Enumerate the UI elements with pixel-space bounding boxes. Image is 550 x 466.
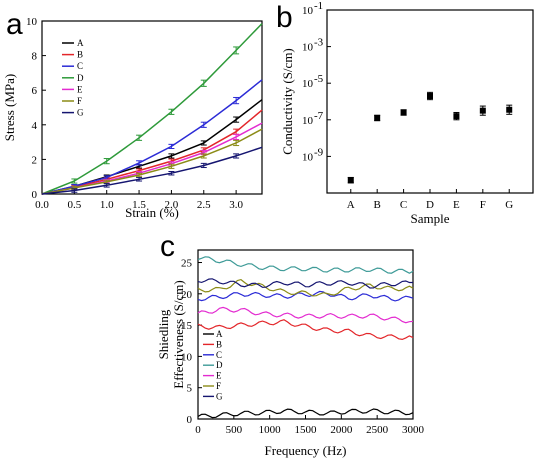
panel-a-y-tick-label: 10 (26, 16, 38, 28)
panel-b-y-tick-exponent: -3 (314, 37, 324, 49)
panel-c-x-tick-label: 0 (195, 424, 201, 436)
panel-letter-a: a (6, 8, 23, 41)
panel-a-x-tick-label: 0.5 (67, 199, 81, 211)
panel-a-x-tick-label: 3.0 (229, 199, 243, 211)
panel-b-data-point-E (453, 113, 460, 120)
panel-a-legend-label-B: B (77, 50, 83, 60)
panel-a-series-C-line (41, 79, 263, 195)
panel-letter-b: b (276, 1, 293, 34)
panel-c-y-tick-label: 10 (181, 351, 193, 363)
panel-a-y-tick-label: 4 (32, 120, 38, 132)
panel-b-x-tick-label: G (505, 199, 513, 211)
panel-c-series-G-line (197, 278, 413, 289)
panel-b-y-tick-exponent: -5 (314, 73, 324, 85)
panel-b-data-point-F (479, 107, 486, 114)
panel-b-x-tick-label: F (480, 199, 486, 211)
panel-c-y-axis-label-line1: Shiedling (156, 309, 171, 359)
panel-b-y-tick-exponent: -9 (314, 146, 324, 158)
panel-c-x-tick-label: 500 (226, 424, 243, 436)
panel-b-y-tick-exponent: -1 (314, 0, 323, 12)
panel-a-x-tick-label: 2.0 (165, 199, 179, 211)
panel-a-x-tick-label: 1.5 (132, 199, 146, 211)
panel-b-data-point-G (506, 106, 513, 113)
panel-b-y-tick-label: 10 (302, 115, 314, 127)
panel-a-x-tick-label: 0.0 (35, 199, 49, 211)
panel-c-y-tick-label: 5 (187, 383, 193, 395)
panel-b-y-tick-label: 10 (302, 151, 314, 163)
panel-c-x-tick-label: 1000 (259, 424, 282, 436)
panel-c-x-tick-label: 2500 (366, 424, 389, 436)
panel-a-legend-label-F: F (77, 96, 82, 106)
panel-a-legend-label-A: A (77, 38, 84, 48)
panel-c-y-tick-label: 25 (181, 258, 193, 270)
panel-a-legend-label-C: C (77, 61, 83, 71)
panel-a-x-axis-label: Strain (%) (125, 205, 179, 220)
panel-b-data-point-A (347, 177, 354, 184)
panel-b-y-tick-label: 10 (302, 5, 314, 17)
panel-b-x-tick-label: B (374, 199, 381, 211)
panel-c-x-tick-label: 3000 (402, 424, 425, 436)
panel-c-series-D-line (197, 256, 414, 274)
panel-c-y-tick-label: 15 (181, 320, 193, 332)
panel-a-x-tick-label: 2.5 (197, 199, 211, 211)
panel-a-y-tick-label: 6 (32, 85, 38, 97)
panel-c-x-tick-label: 1500 (295, 424, 318, 436)
panel-b-x-tick-label: D (426, 199, 434, 211)
panel-c-series-E-line (197, 306, 414, 324)
panel-c-legend-label-A: A (216, 329, 223, 339)
panel-c-series-B-line (197, 319, 414, 341)
panel-c-legend-label-B: B (216, 339, 222, 349)
panel-a-legend-label-G: G (77, 108, 84, 118)
panel-a-y-tick-label: 2 (32, 154, 38, 166)
panel-c-legend-label-G: G (216, 391, 223, 401)
panel-a-y-tick-label: 0 (32, 189, 38, 201)
panel-a-y-axis-label: Stress (MPa) (2, 74, 17, 142)
panel-c-legend-label-D: D (216, 360, 223, 370)
panel-letter-c: c (160, 230, 175, 263)
panel-b-y-tick-label: 10 (302, 78, 314, 90)
panel-c-plot-frame (197, 249, 414, 420)
panel-c-y-axis-label-line2: Effectiveness (S/cm) (171, 280, 186, 388)
panel-b-data-point-D (427, 93, 433, 100)
panel-c-legend-label-C: C (216, 350, 222, 360)
panel-c-x-axis-label: Frequency (Hz) (265, 443, 347, 458)
panel-c-series-C-line (197, 290, 414, 302)
panel-a-series-B-line (41, 109, 263, 195)
panel-c-series-F-line (197, 278, 414, 297)
panel-c-x-tick-label: 2000 (330, 424, 353, 436)
panel-c-y-tick-label: 20 (181, 289, 193, 301)
panel-a-series-D-line (41, 23, 263, 195)
panel-b-x-axis-label: Sample (411, 211, 450, 226)
panel-b-y-tick-label: 10 (302, 42, 314, 54)
panel-c-y-tick-label: 0 (187, 414, 193, 426)
panel-b-data-point-B (374, 114, 381, 121)
panel-c-legend-label-E: E (216, 371, 222, 381)
panel-b-x-tick-label: E (453, 199, 460, 211)
panel-b-x-tick-label: A (347, 199, 355, 211)
panel-b-x-tick-label: C (400, 199, 407, 211)
panel-a-legend-label-D: D (77, 73, 84, 83)
panel-a-x-tick-label: 1.0 (100, 199, 114, 211)
panel-a-series-F-line (41, 128, 263, 195)
panel-c-legend-label-F: F (216, 381, 221, 391)
panel-b-y-axis-label: Conductivity (S/cm) (280, 48, 295, 155)
panel-b-y-tick-exponent: -7 (314, 110, 324, 122)
panel-a-plot-frame (41, 20, 263, 195)
panel-b-plot-frame (326, 9, 534, 194)
panel-b-data-point-C (400, 109, 407, 116)
panel-a-legend-label-E: E (77, 84, 83, 94)
panel-a-y-tick-label: 8 (32, 51, 38, 63)
panel-c-series-A-line (197, 408, 414, 419)
panel-a-series-G-line (41, 146, 263, 195)
